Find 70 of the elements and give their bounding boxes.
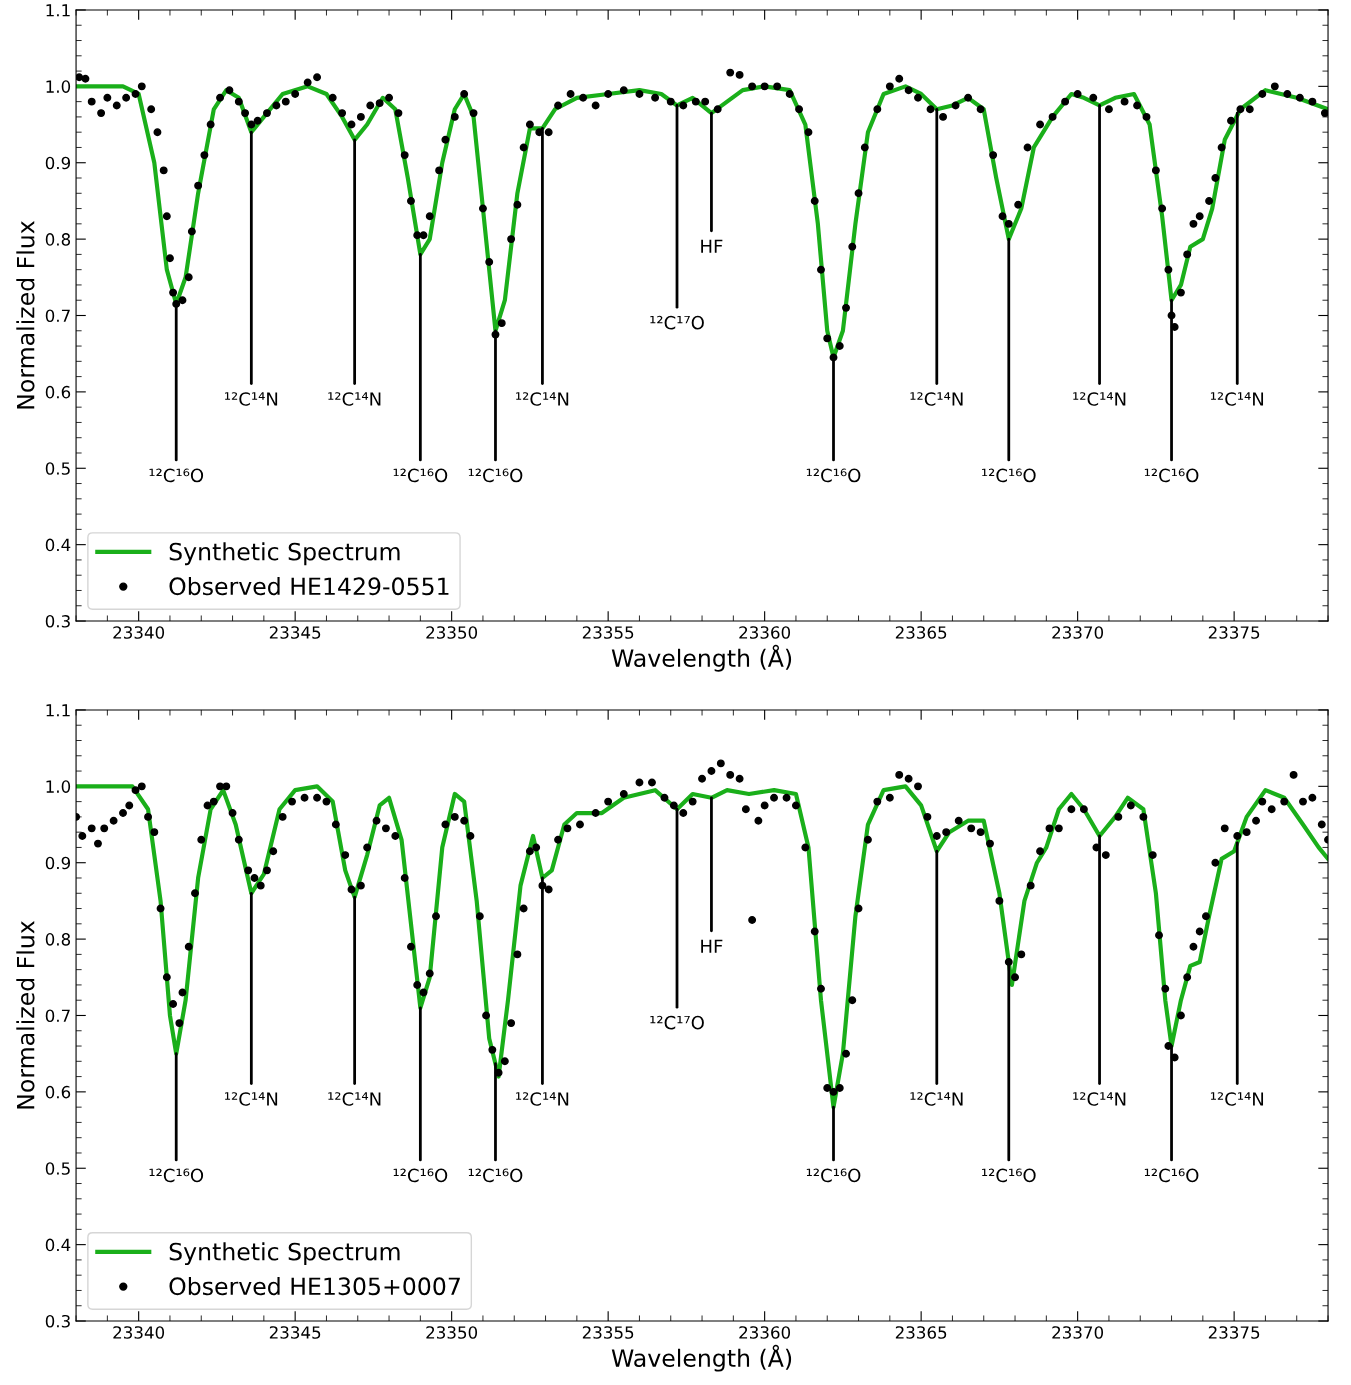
annotation: ¹²C¹⁴N bbox=[910, 1092, 963, 1106]
y-tick-label: 0.3 bbox=[45, 1314, 70, 1328]
y-tick-label: 0.5 bbox=[45, 462, 70, 475]
x-tick-label: 23375 bbox=[1208, 626, 1260, 639]
annotation: ¹²C¹⁴N bbox=[910, 392, 963, 406]
y-tick-label: 1.0 bbox=[46, 780, 71, 793]
annotation: ¹²C¹⁶O bbox=[393, 1168, 448, 1183]
x-tick-label: 23350 bbox=[426, 626, 478, 639]
y-tick-label: 0.4 bbox=[45, 538, 71, 552]
annotation: ¹²C¹⁶O bbox=[393, 468, 448, 483]
x-tick-label: 23340 bbox=[113, 1326, 165, 1339]
annotation: ¹²C¹⁴N bbox=[516, 392, 569, 406]
y-tick-label: 0.8 bbox=[45, 233, 71, 246]
annotation: ¹²C¹⁶O bbox=[982, 1168, 1036, 1183]
annotation: ¹²C¹⁶O bbox=[149, 1168, 204, 1183]
x-axis-title: Wavelength (Å) bbox=[611, 1344, 792, 1372]
annotation: ¹²C¹⁶O bbox=[806, 1168, 861, 1183]
y-tick-label: 1.0 bbox=[46, 80, 71, 93]
x-tick-label: 23370 bbox=[1052, 626, 1104, 639]
y-tick-label: 0.7 bbox=[45, 309, 70, 323]
annotation: ¹²C¹⁴N bbox=[516, 1092, 569, 1106]
y-tick-label: 0.7 bbox=[45, 1009, 70, 1023]
legend-label: Observed HE1429-0551 bbox=[169, 576, 449, 596]
x-tick-label: 23340 bbox=[113, 626, 165, 639]
x-tick-label: 23360 bbox=[739, 626, 791, 639]
legend-label: Synthetic Spectrum bbox=[169, 1242, 400, 1266]
y-tick-label: 0.5 bbox=[45, 1162, 70, 1175]
y-tick-label: 0.6 bbox=[45, 1085, 71, 1099]
legend-label: Observed HE1305+0007 bbox=[169, 1276, 460, 1296]
annotation: ¹²C¹⁴N bbox=[1073, 392, 1126, 406]
annotation: ¹²C¹⁴N bbox=[1210, 392, 1264, 406]
annotation: ¹²C¹⁴N bbox=[328, 1092, 381, 1106]
x-tick-label: 23355 bbox=[582, 626, 634, 639]
annotation: ¹²C¹⁶O bbox=[468, 1168, 523, 1183]
annotation: ¹²C¹⁶O bbox=[1144, 1168, 1199, 1183]
annotation: HF bbox=[701, 239, 723, 253]
x-tick-label: 23365 bbox=[895, 1326, 947, 1339]
y-tick-label: 0.9 bbox=[45, 856, 71, 870]
annotation: ¹²C¹⁶O bbox=[468, 468, 523, 483]
annotation: ¹²C¹⁴N bbox=[225, 1092, 278, 1106]
y-tick-label: 0.4 bbox=[45, 1238, 71, 1252]
annotation: ¹²C¹⁶O bbox=[806, 468, 861, 483]
x-tick-label: 23360 bbox=[739, 1326, 791, 1339]
y-tick-label: 0.8 bbox=[45, 933, 71, 946]
x-tick-label: 23350 bbox=[426, 1326, 478, 1339]
annotation: ¹²C¹⁶O bbox=[1144, 468, 1199, 483]
x-tick-label: 23355 bbox=[582, 1326, 634, 1339]
annotation: ¹²C¹⁴N bbox=[328, 392, 381, 406]
x-tick-label: 23345 bbox=[269, 1326, 321, 1339]
y-tick-label: 0.6 bbox=[45, 385, 71, 399]
annotation: ¹²C¹⁷O bbox=[650, 1015, 704, 1030]
y-tick-label: 1.1 bbox=[46, 704, 70, 717]
annotation: ¹²C¹⁴N bbox=[1210, 1092, 1264, 1106]
y-axis-title: Normalized Flux bbox=[16, 221, 35, 409]
annotation: ¹²C¹⁶O bbox=[982, 468, 1036, 483]
y-tick-label: 0.3 bbox=[45, 615, 70, 628]
annotation: ¹²C¹⁶O bbox=[149, 468, 204, 483]
x-axis-title: Wavelength (Å) bbox=[611, 644, 792, 672]
y-tick-label: 1.1 bbox=[46, 4, 70, 17]
annotation: HF bbox=[701, 939, 723, 953]
legend-label: Synthetic Spectrum bbox=[169, 542, 400, 566]
y-tick-label: 0.9 bbox=[45, 156, 71, 170]
x-tick-label: 23375 bbox=[1208, 1326, 1260, 1339]
x-tick-label: 23370 bbox=[1052, 1326, 1104, 1339]
x-tick-label: 23345 bbox=[269, 626, 321, 639]
annotation: ¹²C¹⁴N bbox=[1073, 1092, 1126, 1106]
annotation: ¹²C¹⁷O bbox=[650, 315, 704, 330]
y-axis-title: Normalized Flux bbox=[16, 921, 35, 1109]
annotation: ¹²C¹⁴N bbox=[225, 392, 278, 406]
x-tick-label: 23365 bbox=[895, 626, 947, 639]
